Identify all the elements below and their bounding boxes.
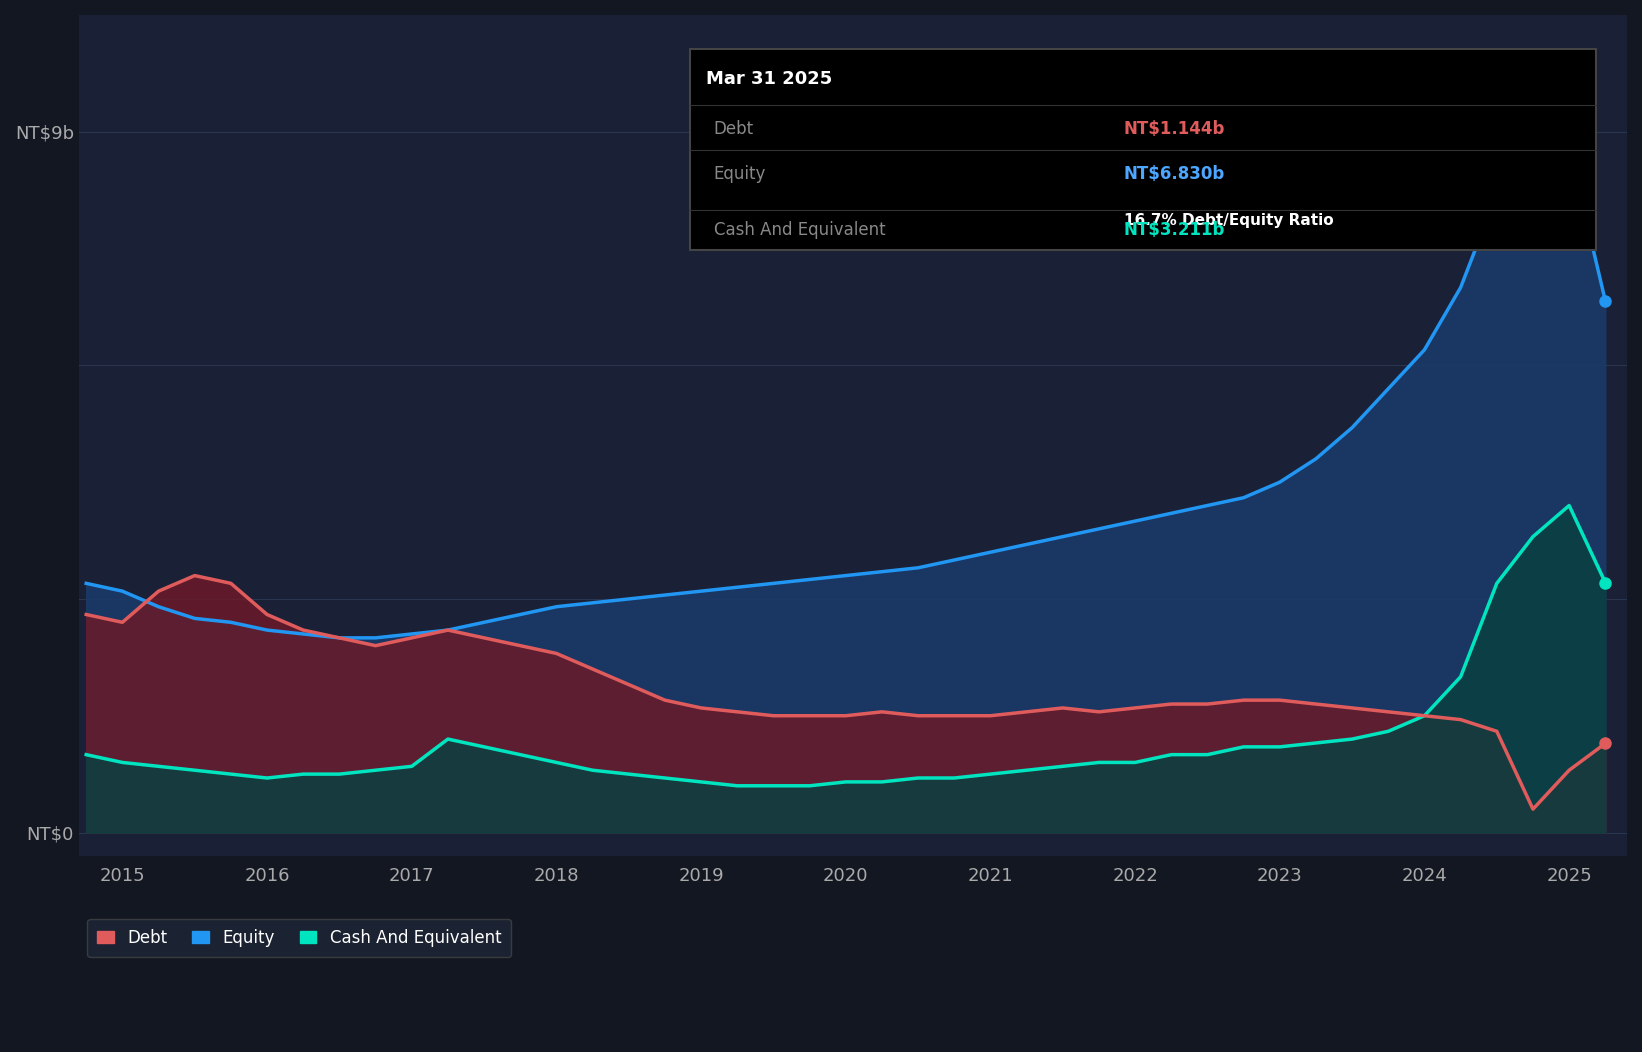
Text: Debt: Debt <box>714 120 754 139</box>
Text: NT$3.211b: NT$3.211b <box>1123 221 1225 239</box>
Text: 16.7% Debt/Equity Ratio: 16.7% Debt/Equity Ratio <box>1123 213 1333 227</box>
Text: Mar 31 2025: Mar 31 2025 <box>706 69 832 87</box>
FancyBboxPatch shape <box>690 48 1596 250</box>
Text: Equity: Equity <box>714 165 767 183</box>
Text: NT$6.830b: NT$6.830b <box>1123 165 1225 183</box>
Text: NT$1.144b: NT$1.144b <box>1123 120 1225 139</box>
Text: Cash And Equivalent: Cash And Equivalent <box>714 221 885 239</box>
Legend: Debt, Equity, Cash And Equivalent: Debt, Equity, Cash And Equivalent <box>87 918 511 957</box>
